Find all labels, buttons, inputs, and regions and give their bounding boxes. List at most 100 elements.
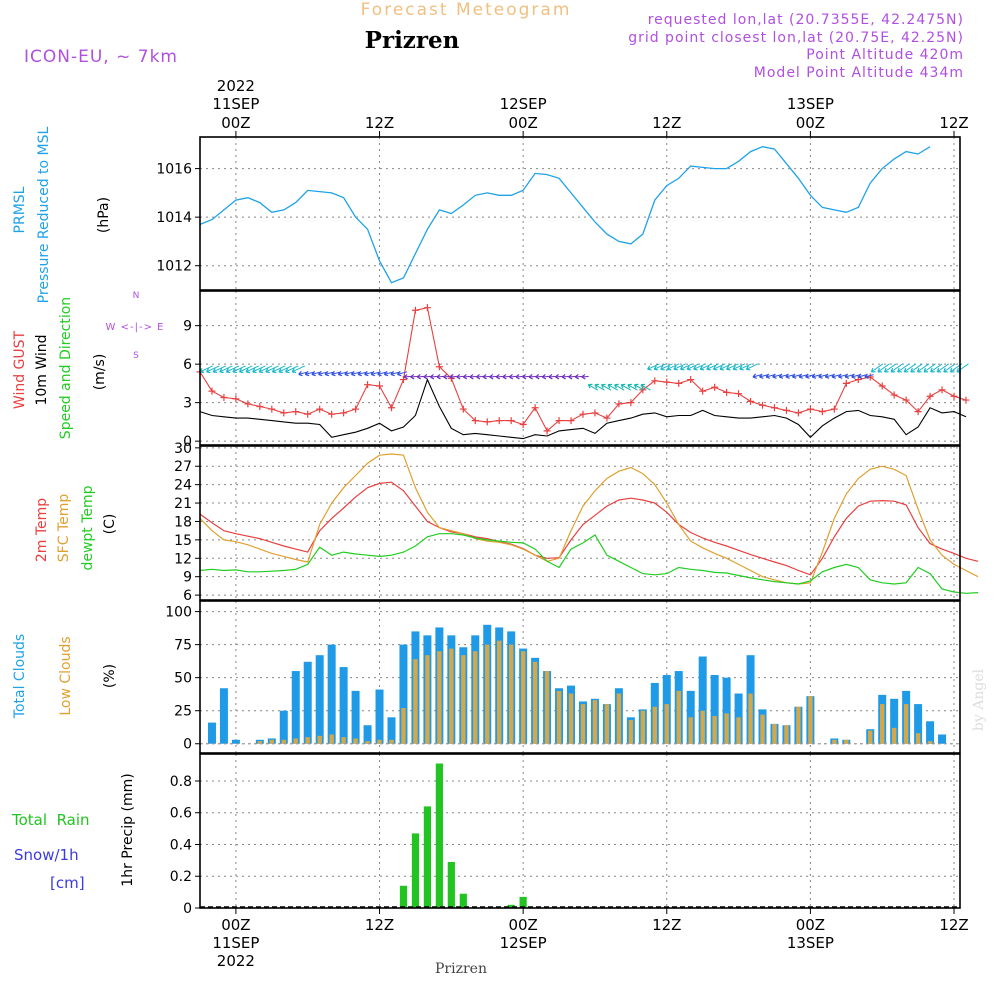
low-cloud-bar: [425, 655, 430, 744]
bottom-hour-label: 12Z: [652, 916, 681, 934]
wind-arrow: [864, 374, 874, 378]
low-cloud-bar: [329, 734, 334, 744]
low-cloud-bar: [784, 725, 789, 744]
wind-arrow-head: [693, 365, 698, 371]
bottom-date-label: 13SEP: [787, 934, 834, 952]
wind-arrow-head: [647, 365, 652, 371]
total-cloud-bar: [387, 717, 396, 744]
wind-arrow: [910, 363, 923, 373]
wind-arrow-head: [377, 370, 382, 377]
gust-marker: [399, 376, 407, 384]
wind-arrow: [581, 375, 589, 378]
bottom-date-label: 12SEP: [500, 934, 547, 952]
wind-arrow-head: [311, 370, 316, 377]
top-hour-label: 12Z: [939, 114, 968, 132]
wind-arrow-head: [238, 368, 244, 374]
gust-marker: [531, 404, 539, 412]
gust-marker: [926, 392, 934, 400]
wind-arrow-head: [318, 370, 323, 377]
wind-arrow: [943, 363, 956, 373]
wind-arrow-head: [423, 373, 428, 380]
panel-clouds: 0 25 50 75 100: [165, 600, 961, 754]
low-cloud-bar: [461, 655, 466, 744]
wind-arrow-head: [568, 373, 573, 380]
wind-arrow: [397, 371, 408, 375]
wind-arrow-head: [719, 365, 725, 371]
wind-arrow-head: [331, 370, 336, 377]
gust-marker: [352, 405, 360, 413]
rain-bar: [399, 885, 408, 908]
ytick-label: 6: [183, 357, 192, 373]
gust-marker: [663, 378, 671, 386]
wind-arrow-head: [528, 373, 533, 380]
wind-arrow-head: [844, 373, 850, 379]
low-cloud-bar: [497, 640, 502, 744]
pressure-label-prmsl: PRMSL: [12, 186, 28, 233]
wind-arrow-head: [699, 365, 705, 371]
low-cloud-bar: [772, 723, 777, 744]
wind-arrow-head: [666, 365, 672, 371]
wind-arrow-head: [633, 383, 639, 389]
low-cloud-bar: [700, 710, 705, 744]
wind-arrow: [726, 363, 739, 370]
ytick-label: 21: [174, 496, 192, 512]
wind-arrow: [890, 363, 903, 373]
wind-arrow-head: [495, 373, 501, 380]
wind-arrow: [410, 375, 418, 378]
wind-arrow: [627, 384, 638, 391]
wind-arrow-head: [640, 383, 646, 389]
wind-arrow-head: [350, 370, 356, 377]
wind-arrow-head: [910, 367, 915, 373]
gust-marker: [483, 418, 491, 426]
wind-arrow-head: [541, 373, 547, 380]
wind-arrow-head: [509, 373, 514, 380]
wind-arrow: [259, 365, 273, 373]
low-cloud-bar: [389, 739, 394, 744]
wind-arrow-head: [739, 365, 744, 371]
temp-2m-label: 2m Temp: [34, 498, 50, 562]
wind-arrow-head: [252, 368, 257, 374]
top-hour-label: 00Z: [796, 114, 825, 132]
precip-axis-labels: Total Rain Snow/1h [cm] 1hr Precip (mm): [11, 773, 136, 892]
wind-arrow: [212, 365, 227, 373]
gust-marker: [818, 408, 826, 416]
low-cloud-bar: [628, 719, 634, 744]
low-cloud-bar: [532, 661, 538, 744]
wind-arrow-head: [456, 373, 461, 380]
temp-axis-labels: 2m Temp SFC Temp dewpt Temp (C): [34, 485, 118, 570]
wind-axis-labels: Wind GUST 10m Wind Speed and Direction (…: [12, 291, 164, 439]
wind-arrow-head: [344, 370, 349, 377]
wind-arrow-head: [206, 368, 211, 374]
low-cloud-bar: [760, 714, 765, 744]
gust-marker: [280, 409, 288, 417]
low-cloud-bar: [341, 737, 346, 744]
wind-dir-label: Speed and Direction: [58, 297, 74, 439]
wind-arrow: [825, 374, 835, 378]
wind-arrow: [614, 384, 625, 391]
gust-marker: [507, 417, 515, 425]
ytick-label: 75: [174, 638, 192, 654]
gust-marker: [950, 392, 958, 400]
wind-arrow-head: [265, 368, 270, 374]
wind-arrow: [680, 363, 693, 370]
low-cloud-bar: [652, 706, 658, 744]
low-cloud-bar: [305, 737, 310, 744]
wind-arrow-head: [535, 373, 540, 380]
compass-rose: N W <-|-> E S: [106, 291, 164, 361]
wind-arrow-head: [258, 368, 264, 374]
wind-arrow: [245, 365, 259, 373]
wind-arrow: [607, 384, 618, 391]
gust-marker: [220, 394, 228, 402]
wind-arrow-head: [660, 365, 665, 371]
top-hour-label: 12Z: [365, 114, 394, 132]
wind-arrow-head: [673, 365, 678, 371]
low-clouds-label: Low Clouds: [58, 636, 74, 715]
low-cloud-bar: [724, 713, 729, 744]
gust-marker: [495, 417, 503, 425]
wind-arrow: [640, 384, 651, 391]
ytick-label: 50: [174, 671, 192, 687]
gust-marker: [723, 388, 731, 396]
wind-arrow: [489, 375, 497, 378]
wind-arrow: [568, 375, 576, 378]
wind-arrow-head: [798, 373, 803, 379]
